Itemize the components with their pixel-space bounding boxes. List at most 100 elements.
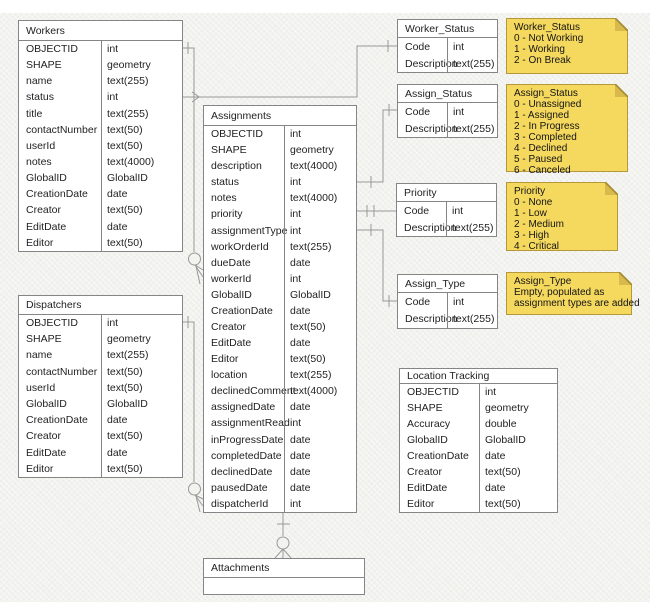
field-name: userId [26,381,56,394]
field-name: GlobalID [26,398,67,411]
field-type: text(4000) [107,156,155,169]
table-assign_status[interactable]: Assign_Status Code int Description text(255) [397,84,498,138]
field-type: int [290,208,302,221]
field-name: inProgressDate [211,433,284,446]
table-workers[interactable]: Workers OBJECTID int SHAPE geometry name text(… [18,20,183,252]
table-rows: OBJECTID int SHAPE geometry name text(255) con… [19,315,182,477]
field-type: text(255) [453,122,495,135]
table-row: EditDate date [19,219,182,235]
table-row: dispatcherId int [204,496,356,512]
table-priority[interactable]: Priority Code int Description text(255) [396,183,497,237]
table-row: Creator text(50) [400,464,557,480]
table-worker_status[interactable]: Worker_Status Code int Description text(255) [397,19,498,73]
table-row: name text(255) [19,347,182,363]
field-name: notes [211,192,237,205]
field-name: GlobalID [211,288,252,301]
note-line: 0 - Unassigned [514,99,582,110]
field-name: Description [404,221,457,234]
note-fold-corner-icon [615,18,628,31]
column-divider [447,38,448,72]
table-row: contactNumber text(50) [19,364,182,380]
field-type: date [485,482,506,494]
column-divider [447,103,448,137]
field-type: int [453,295,465,308]
table-row: title text(255) [19,106,182,122]
field-name: workerId [211,272,252,285]
table-row: assignedDate date [204,399,356,415]
note-line: Empty, populated as [514,287,605,298]
table-row: GlobalID GlobalID [19,170,182,186]
table-title: Priority [397,184,496,202]
connector-assignments-attachments [274,513,292,559]
note-line: 3 - Completed [514,132,577,143]
field-type: geometry [485,402,529,414]
table-attachments[interactable]: Attachments [203,558,365,595]
connector-workerstatus-workers [183,40,397,103]
field-type: int [107,43,119,56]
table-location_tracking[interactable]: Location Tracking OBJECTID int SHAPE geometr… [399,368,558,513]
field-type: text(255) [107,107,149,120]
table-row: OBJECTID int [204,126,356,142]
field-name: CreationDate [407,450,469,462]
field-name: SHAPE [26,59,62,72]
column-divider [447,293,448,328]
field-type: text(50) [485,466,521,478]
table-row: EditDate date [204,335,356,351]
column-divider [446,202,447,236]
note-line: 0 - Not Working [514,33,584,44]
note-line: 0 - None [514,197,553,208]
field-type: text(255) [290,240,332,253]
field-name: contactNumber [26,123,98,136]
table-dispatchers[interactable]: Dispatchers OBJECTID int SHAPE geometry name t… [18,295,183,478]
field-name: priority [211,208,243,221]
table-row: userId text(50) [19,380,182,396]
table-row: GlobalID GlobalID [19,396,182,412]
field-type: int [485,386,497,398]
note-line: 2 - On Break [514,55,571,66]
table-row: inProgressDate date [204,431,356,447]
table-row: dueDate date [204,255,356,271]
sticky-note-assign_status[interactable]: Assign_Status 0 - Unassigned 1 - Assigned 2… [506,84,628,176]
table-row: Code int [398,38,497,55]
note-title: Assign_Status [514,88,578,99]
field-type: text(4000) [290,160,338,173]
note-line: 1 - Assigned [514,110,570,121]
table-assign_type[interactable]: Assign_Type Code int Description text(255) [397,274,498,329]
note-fold-corner-icon [615,84,628,97]
sticky-note-priority[interactable]: Priority 0 - None 1 - Low 2 - Medium 3 - Hig… [506,182,618,252]
table-title: Location Tracking [400,369,557,384]
table-row [204,578,364,594]
table-row: Creator text(50) [19,202,182,218]
table-row: Code int [398,293,497,311]
table-row: notes text(4000) [204,190,356,206]
table-row: Description text(255) [398,311,497,329]
table-title: Attachments [204,559,364,578]
sticky-note-assign_type[interactable]: Assign_Type Empty, populated as assignment… [506,272,640,315]
field-name: Creator [26,204,62,217]
field-name: SHAPE [407,402,443,414]
table-rows: Code int Description text(255) [398,293,497,328]
table-row: Editor text(50) [19,461,182,477]
field-name: userId [26,139,56,152]
field-name: Creator [211,320,247,333]
field-name: EditDate [26,220,67,233]
field-name: dispatcherId [211,497,269,510]
sticky-note-worker_status[interactable]: Worker_Status 0 - Not Working 1 - Working 2… [506,18,628,74]
field-name: name [26,75,53,88]
field-name: Editor [26,236,54,249]
connector-assignstatus-assignments [357,104,397,188]
table-rows: Code int Description text(255) [397,202,496,236]
table-title: Workers [19,21,182,41]
note-title: Worker_Status [514,22,580,33]
note-line: 4 - Declined [514,143,568,154]
table-assignments[interactable]: Assignments OBJECTID int SHAPE geometry descr… [203,105,357,513]
note-line: 2 - Medium [514,219,565,230]
field-type: int [453,105,465,118]
field-name: Editor [407,498,435,510]
field-type: int [290,224,302,237]
note-line: 1 - Low [514,208,547,219]
table-row: Editor text(50) [400,496,557,512]
table-row: status int [204,174,356,190]
field-type: text(50) [107,139,143,152]
table-row: Code int [398,103,497,120]
